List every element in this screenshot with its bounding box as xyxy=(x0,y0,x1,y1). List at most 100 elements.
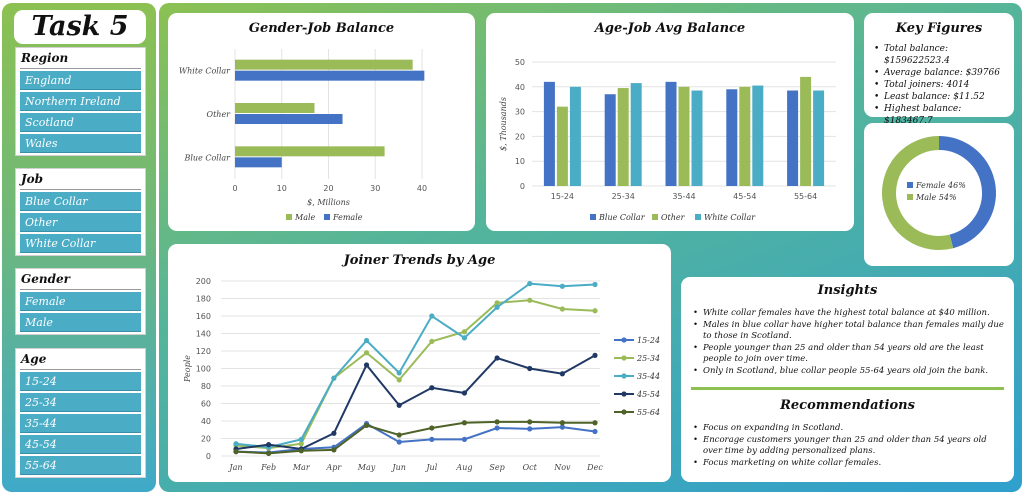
y-tick-label: 10 xyxy=(515,157,525,166)
y-tick-label: 160 xyxy=(196,312,211,321)
bar-blue-collar xyxy=(665,81,677,186)
region-slicer: Region England Northern Ireland Scotland… xyxy=(15,47,146,156)
key-figure-item: Average balance: $39766 xyxy=(874,67,1008,79)
data-point xyxy=(527,426,533,432)
data-point xyxy=(461,420,468,426)
legend-label: Male 54% xyxy=(915,193,957,202)
y-tick-label: 0 xyxy=(206,452,211,461)
dashboard-title: Task 5 xyxy=(14,10,146,44)
slicer-item-35-44[interactable]: 35-44 xyxy=(20,414,141,433)
bar-white-collar xyxy=(630,83,642,186)
y-tick-label: 120 xyxy=(196,347,211,356)
data-point xyxy=(363,350,370,356)
y-tick-label: 20 xyxy=(515,132,525,141)
joiner-trends-chart: 0 20 40 60 80 100 120 140 160 180 200 People Jan Feb M… xyxy=(183,277,660,472)
x-tick-label: May xyxy=(357,463,376,472)
data-point xyxy=(396,370,402,376)
slicer-item-blue-collar[interactable]: Blue Collar xyxy=(20,192,141,211)
slicer-item-wales[interactable]: Wales xyxy=(20,134,141,153)
bar-male xyxy=(235,103,315,113)
data-point xyxy=(429,338,435,344)
insights-card: Insights White collar females have the h… xyxy=(681,277,1014,482)
bar-blue-collar xyxy=(726,89,738,186)
data-point xyxy=(363,337,370,344)
joiner-trends-title: Joiner Trends by Age xyxy=(343,253,496,268)
data-point xyxy=(429,385,435,391)
joiner-trends-card: Joiner Trends by Age 0 20 40 60 80 100 120 140 1… xyxy=(168,244,671,482)
bar-blue-collar xyxy=(787,90,799,186)
bar-male xyxy=(235,146,385,157)
data-point xyxy=(494,419,500,425)
data-point xyxy=(592,281,598,288)
key-figure-item: Total joiners: 4014 xyxy=(874,79,1008,91)
line-series-55-64 xyxy=(235,420,595,455)
data-point xyxy=(559,420,565,426)
x-tick-label: 20 xyxy=(323,184,333,193)
x-tick-label: 25-34 xyxy=(612,192,635,201)
legend-swatch xyxy=(590,214,596,220)
legend-marker xyxy=(621,391,627,397)
data-point xyxy=(429,436,435,442)
x-tick-label: Jan xyxy=(227,463,242,472)
key-figure-item: Total balance: $159622523.4 xyxy=(874,43,1008,67)
key-figures-title: Key Figures xyxy=(895,21,983,36)
slicer-item-scotland[interactable]: Scotland xyxy=(20,113,141,132)
x-tick-label: Apr xyxy=(326,463,343,472)
gender-job-card: Gender-Job Balance 0 10 20 30 40 White Collar… xyxy=(168,13,475,231)
insight-item: White collar females have the highest to… xyxy=(691,308,1006,319)
legend-label: 45-54 xyxy=(636,390,660,399)
data-point xyxy=(527,281,533,287)
insights-title: Insights xyxy=(817,283,878,298)
data-point xyxy=(592,420,598,426)
y-tick-label: 40 xyxy=(515,83,525,92)
data-point xyxy=(592,352,598,358)
slicer-item-female[interactable]: Female xyxy=(20,292,141,311)
data-point xyxy=(298,448,304,454)
legend-swatch xyxy=(324,214,330,220)
bar-female xyxy=(235,114,343,124)
x-tick-label: 45-54 xyxy=(733,192,756,201)
legend-label: Female xyxy=(332,213,363,222)
legend-swatch xyxy=(695,214,701,220)
slicer-divider xyxy=(20,289,141,290)
slicer-item-northern-ireland[interactable]: Northern Ireland xyxy=(20,92,141,111)
legend-label: 15-24 xyxy=(637,336,660,345)
x-tick-label: Aug xyxy=(455,463,472,472)
bar-female xyxy=(235,157,282,168)
data-point xyxy=(363,362,370,368)
data-point xyxy=(559,424,565,430)
bar-white-collar xyxy=(569,86,581,186)
slicer-item-25-34[interactable]: 25-34 xyxy=(20,393,141,412)
data-point xyxy=(396,439,402,445)
y-tick-label: 200 xyxy=(196,277,211,286)
slicer-item-male[interactable]: Male xyxy=(20,313,141,332)
job-slicer-title: Job xyxy=(21,172,44,186)
data-point xyxy=(461,390,468,396)
slicer-divider xyxy=(20,369,141,370)
bar-other xyxy=(678,86,690,186)
x-tick-label: 15-24 xyxy=(551,192,574,201)
bar-white-collar xyxy=(813,90,825,186)
data-point xyxy=(592,428,598,435)
legend-label: 25-34 xyxy=(636,354,660,363)
age-slicer-title: Age xyxy=(21,352,47,366)
data-point xyxy=(331,375,337,381)
insight-item: People younger than 25 and older than 54… xyxy=(691,343,1006,365)
filter-panel: Task 5 Region England Northern Ireland S… xyxy=(2,3,156,492)
legend-label: Female 46% xyxy=(915,181,966,190)
legend-label: Blue Collar xyxy=(598,213,646,222)
x-tick-label: 30 xyxy=(370,184,380,193)
slicer-item-55-64[interactable]: 55-64 xyxy=(20,456,141,475)
data-point xyxy=(429,313,435,319)
slicer-item-england[interactable]: England xyxy=(20,71,141,90)
slicer-item-45-54[interactable]: 45-54 xyxy=(20,435,141,454)
recommendations-list: Focus on expanding in Scotland. Encorage… xyxy=(691,423,1006,470)
y-tick-label: 180 xyxy=(196,295,211,304)
data-point xyxy=(494,300,500,306)
slicer-item-15-24[interactable]: 15-24 xyxy=(20,372,141,391)
data-point xyxy=(396,402,402,408)
gender-job-title: Gender-Job Balance xyxy=(248,21,395,36)
slicer-item-other[interactable]: Other xyxy=(20,213,141,232)
x-tick-label: 0 xyxy=(232,184,237,193)
slicer-item-white-collar[interactable]: White Collar xyxy=(20,234,141,253)
